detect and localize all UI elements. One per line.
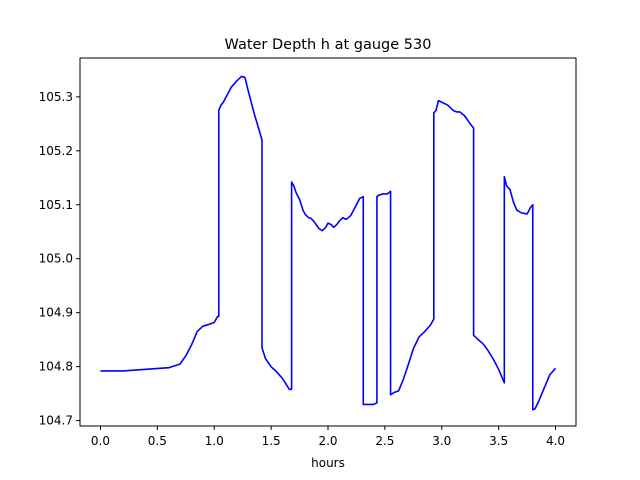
series-line-0 — [100, 75, 557, 411]
y-tick-label: 105.3 — [39, 90, 73, 104]
x-tick-label: 3.5 — [489, 434, 508, 448]
x-tick-label: 4.0 — [546, 434, 565, 448]
x-tick-label: 3.0 — [432, 434, 451, 448]
y-tick-label: 105.2 — [39, 144, 73, 158]
plot-area — [100, 75, 557, 411]
x-tick-label: 1.5 — [262, 434, 281, 448]
chart-title: Water Depth h at gauge 530 — [225, 37, 432, 53]
y-axis: 104.7 104.8 104.9 105.0 105.1 105.2 105.3 — [39, 90, 80, 428]
x-axis-label: hours — [311, 456, 345, 470]
y-tick-label: 105.1 — [39, 198, 73, 212]
y-tick-label: 104.8 — [39, 360, 73, 374]
y-tick-label: 104.9 — [39, 306, 73, 320]
y-tick-label: 104.7 — [39, 414, 73, 428]
x-axis: 0.0 0.5 1.0 1.5 2.0 2.5 3.0 3.5 4.0 — [91, 426, 565, 448]
x-tick-label: 1.0 — [205, 434, 224, 448]
axes-frame — [79, 57, 577, 427]
y-tick-label: 105.0 — [39, 252, 73, 266]
x-tick-label: 2.0 — [318, 434, 337, 448]
x-tick-label: 2.5 — [375, 434, 394, 448]
x-tick-label: 0.5 — [148, 434, 167, 448]
x-tick-label: 0.0 — [91, 434, 110, 448]
